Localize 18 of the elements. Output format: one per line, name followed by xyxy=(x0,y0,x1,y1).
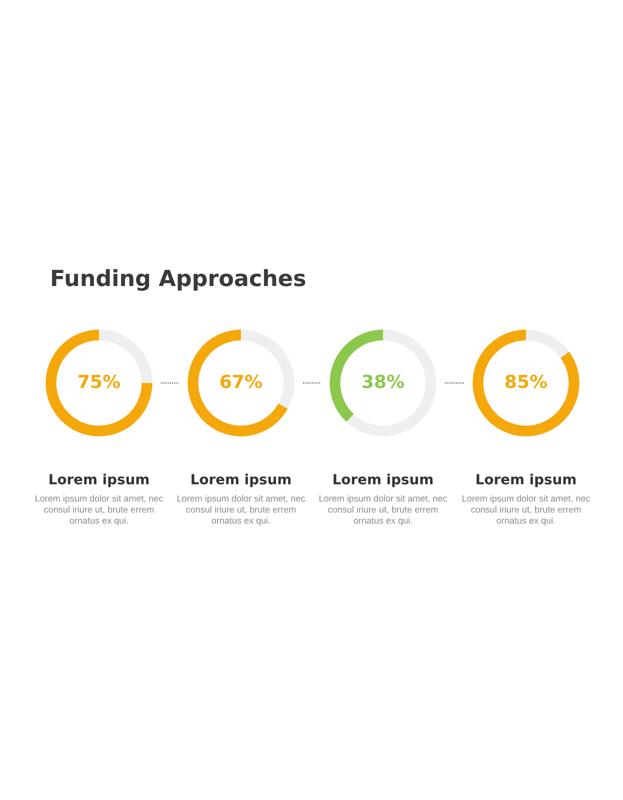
donut-slice xyxy=(188,330,288,436)
data-label: 38% xyxy=(362,374,404,388)
donut-slice xyxy=(346,330,436,436)
text: Lorem ipsum dolor sit amet, nec consul iriure ut, brute errem ornatus ex qui. xyxy=(320,495,447,526)
text: Lorem ipsum dolor sit amet, nec consul iriure ut, brute errem ornatus ex qui. xyxy=(36,495,163,526)
text: Lorem ipsum xyxy=(476,474,576,488)
donut-slice xyxy=(46,330,152,436)
donut-slice xyxy=(472,330,580,436)
text: Funding Approaches xyxy=(52,269,306,291)
data-label: 85% xyxy=(505,374,548,388)
text: Lorem ipsum dolor sit amet, nec consul iriure ut, brute errem ornatus ex qui. xyxy=(462,495,590,526)
data-label: 67% xyxy=(220,374,262,388)
text: Lorem ipsum dolor sit amet, nec consul iriure ut, brute errem ornatus ex qui. xyxy=(178,495,305,526)
data-label: 75% xyxy=(78,374,120,388)
text: Lorem ipsum xyxy=(334,474,433,488)
text: Lorem ipsum xyxy=(192,474,291,488)
donut-slice xyxy=(526,330,570,358)
text: Lorem ipsum xyxy=(50,474,149,488)
